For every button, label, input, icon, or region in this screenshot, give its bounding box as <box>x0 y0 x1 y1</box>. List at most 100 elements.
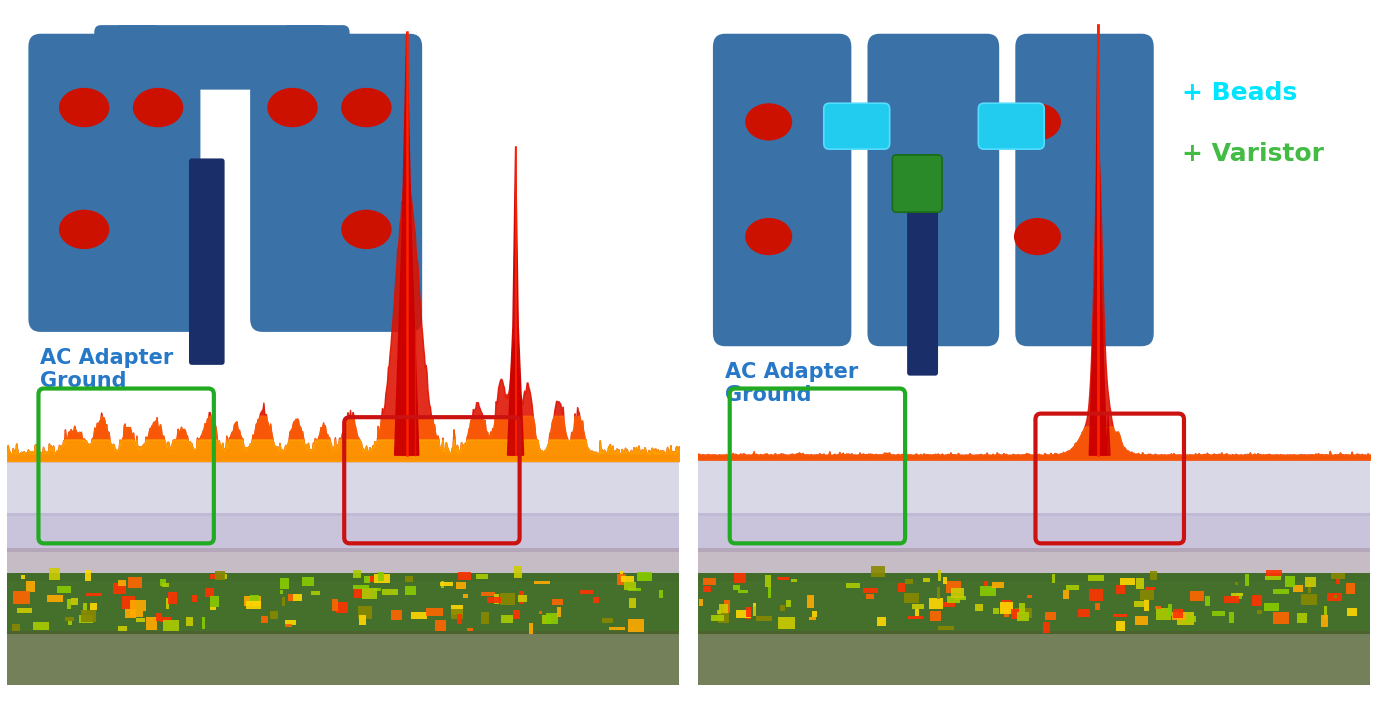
Bar <box>898 583 905 592</box>
Bar <box>1011 610 1022 619</box>
Bar <box>128 577 142 589</box>
Bar <box>621 576 633 582</box>
Bar <box>807 595 814 607</box>
Bar <box>950 588 964 598</box>
Bar <box>381 589 398 595</box>
Bar <box>1113 614 1128 617</box>
Bar <box>128 33 315 68</box>
Bar <box>1115 621 1125 631</box>
Bar <box>636 572 653 581</box>
Bar <box>1133 601 1144 607</box>
Bar <box>617 574 627 585</box>
Bar <box>7 573 679 634</box>
Bar <box>358 606 372 618</box>
Bar <box>698 513 1370 552</box>
Bar <box>467 628 472 631</box>
Bar <box>249 595 259 601</box>
Bar <box>494 594 500 604</box>
Bar <box>375 588 381 592</box>
Bar <box>766 575 771 587</box>
Bar <box>118 626 127 631</box>
Bar <box>993 607 998 614</box>
FancyBboxPatch shape <box>713 34 851 346</box>
Polygon shape <box>508 147 523 455</box>
Bar <box>1027 594 1031 598</box>
Bar <box>56 586 70 593</box>
Bar <box>1347 583 1355 594</box>
Bar <box>938 626 954 630</box>
Bar <box>1322 615 1327 627</box>
Bar <box>156 613 162 621</box>
Bar <box>209 607 216 610</box>
Bar <box>1231 593 1243 597</box>
Bar <box>202 617 205 629</box>
Bar <box>168 592 178 604</box>
Bar <box>441 581 445 588</box>
Bar <box>993 582 1004 588</box>
Bar <box>756 615 772 621</box>
Bar <box>985 581 989 586</box>
Bar <box>916 609 918 616</box>
Bar <box>481 592 496 597</box>
Bar <box>7 548 679 581</box>
Bar <box>282 597 285 607</box>
Bar <box>975 605 983 611</box>
Bar <box>1237 593 1242 599</box>
Bar <box>90 603 96 610</box>
Bar <box>1140 589 1154 600</box>
Bar <box>1347 607 1358 615</box>
Bar <box>1334 595 1337 599</box>
Bar <box>500 594 515 605</box>
Bar <box>1252 594 1261 607</box>
Bar <box>67 599 72 609</box>
Bar <box>285 624 292 627</box>
FancyBboxPatch shape <box>907 180 938 376</box>
Bar <box>463 594 468 598</box>
Bar <box>1293 586 1304 592</box>
Bar <box>1089 589 1103 601</box>
Bar <box>1144 587 1155 590</box>
Ellipse shape <box>341 210 391 249</box>
Bar <box>946 581 961 593</box>
Bar <box>7 631 679 685</box>
Bar <box>1066 585 1080 589</box>
Bar <box>712 615 723 621</box>
Bar <box>628 588 642 591</box>
Bar <box>87 593 102 596</box>
Bar <box>704 586 712 592</box>
FancyBboxPatch shape <box>868 34 1000 346</box>
Bar <box>391 610 402 620</box>
Bar <box>786 599 790 607</box>
Bar <box>1078 609 1089 618</box>
Bar <box>1205 596 1209 606</box>
Bar <box>1063 589 1070 599</box>
Bar <box>373 573 390 584</box>
Bar <box>26 581 36 592</box>
Bar <box>456 582 465 589</box>
Bar <box>698 631 1370 685</box>
Bar <box>1190 592 1203 601</box>
Bar <box>529 623 533 634</box>
Bar <box>457 615 461 623</box>
Bar <box>405 576 413 583</box>
Bar <box>435 620 446 631</box>
Bar <box>211 596 219 607</box>
Bar <box>359 615 366 626</box>
Bar <box>425 607 443 615</box>
Bar <box>746 607 750 617</box>
Bar <box>161 584 169 587</box>
Bar <box>450 605 463 615</box>
Bar <box>905 579 913 584</box>
Bar <box>658 590 664 598</box>
Bar <box>113 584 125 594</box>
Bar <box>733 586 739 590</box>
Bar <box>624 582 636 590</box>
Bar <box>1095 603 1100 610</box>
Bar <box>716 610 722 614</box>
Bar <box>191 594 197 602</box>
Bar <box>808 618 815 620</box>
Text: AC Adapter
Ground: AC Adapter Ground <box>40 348 174 391</box>
Bar <box>129 611 143 618</box>
Polygon shape <box>1089 25 1107 455</box>
Bar <box>1044 622 1049 634</box>
